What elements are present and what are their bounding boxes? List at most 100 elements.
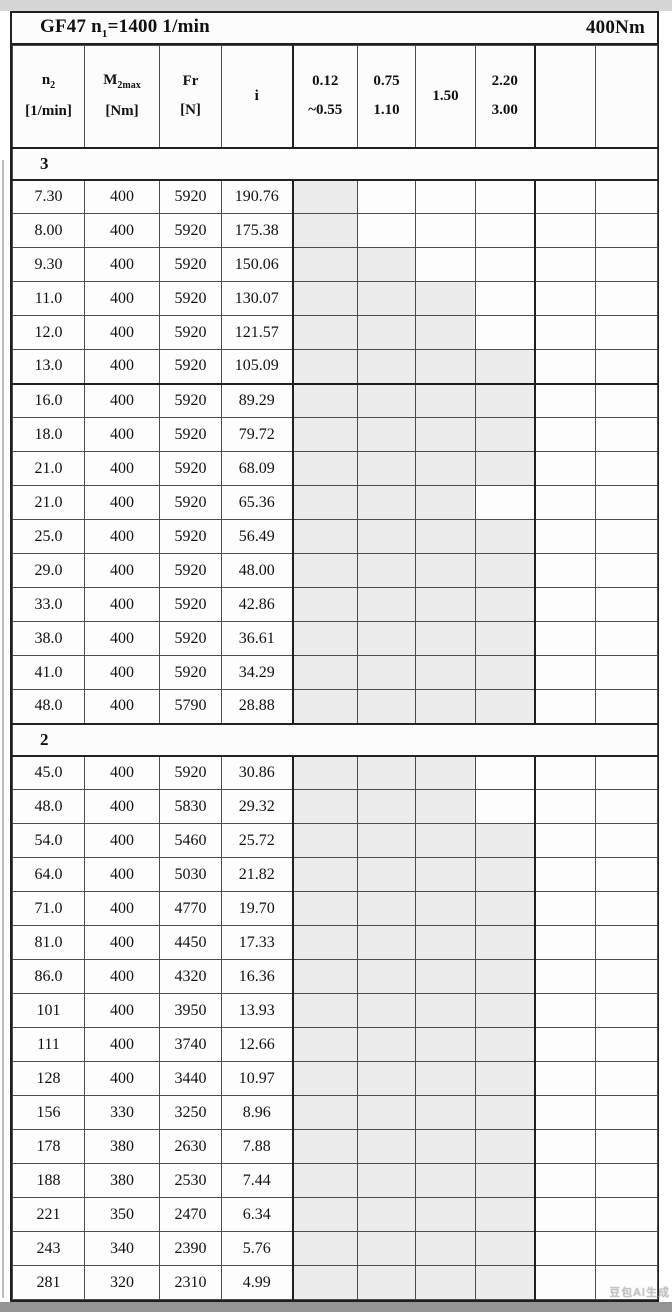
ratio-cell-empty-1 bbox=[533, 417, 596, 452]
col-header-label: i bbox=[254, 87, 259, 104]
ratio-cell-ratio-220-300 bbox=[475, 213, 535, 248]
table-row: 13.0 400 5920 105.09 bbox=[12, 349, 658, 385]
col-header-unit: ~0.55 bbox=[308, 102, 343, 119]
cell-n2: 86.0 bbox=[12, 959, 85, 994]
section-label: 2 bbox=[12, 722, 658, 757]
datasheet: GF47 n1=1400 1/min 400Nm n2 [1/min] M2max [… bbox=[10, 11, 659, 1302]
ratio-cell-empty-2 bbox=[595, 1129, 658, 1164]
cell-i: 6.34 bbox=[221, 1197, 293, 1232]
ratio-cell-ratio-150 bbox=[415, 993, 476, 1028]
ratio-cell-ratio-220-300 bbox=[475, 179, 535, 214]
table-row: 41.0 400 5920 34.29 bbox=[12, 655, 658, 690]
ratio-cell-ratio-012-055 bbox=[291, 959, 358, 994]
ratio-cell-ratio-150 bbox=[415, 1061, 476, 1096]
section-row: 3 bbox=[12, 146, 658, 181]
cell-i: 175.38 bbox=[221, 213, 293, 248]
ratio-cell-ratio-012-055 bbox=[291, 925, 358, 960]
col-header-fr: Fr [N] bbox=[159, 45, 222, 149]
cell-i: 12.66 bbox=[221, 1027, 293, 1062]
ratio-cell-ratio-150 bbox=[415, 1163, 476, 1198]
ratio-cell-ratio-075-110 bbox=[357, 993, 416, 1028]
cell-n2: 178 bbox=[12, 1129, 85, 1164]
ratio-cell-ratio-012-055 bbox=[291, 587, 358, 622]
cell-n2: 48.0 bbox=[12, 789, 85, 824]
table-row: 156 330 3250 8.96 bbox=[12, 1095, 658, 1130]
ratio-cell-empty-1 bbox=[533, 519, 596, 554]
cell-m2max: 340 bbox=[84, 1231, 160, 1266]
cell-m2max: 400 bbox=[84, 179, 160, 214]
cell-m2max: 400 bbox=[84, 993, 160, 1028]
ratio-cell-ratio-012-055 bbox=[291, 1095, 358, 1130]
cell-n2: 101 bbox=[12, 993, 85, 1028]
ratio-cell-ratio-012-055 bbox=[291, 1265, 358, 1300]
ratio-cell-ratio-220-300 bbox=[475, 755, 535, 790]
ratio-cell-empty-1 bbox=[533, 553, 596, 588]
cell-i: 42.86 bbox=[221, 587, 293, 622]
cell-fr: 5920 bbox=[159, 281, 222, 316]
ratio-cell-ratio-150 bbox=[415, 1027, 476, 1062]
ratio-cell-ratio-075-110 bbox=[357, 417, 416, 452]
table-row: 7.30 400 5920 190.76 bbox=[12, 179, 658, 214]
cell-m2max: 400 bbox=[84, 247, 160, 282]
ratio-cell-empty-1 bbox=[533, 755, 596, 790]
cell-n2: 33.0 bbox=[12, 587, 85, 622]
ratio-cell-empty-2 bbox=[595, 1027, 658, 1062]
ratio-cell-ratio-012-055 bbox=[291, 485, 358, 520]
ratio-cell-ratio-220-300 bbox=[475, 925, 535, 960]
ai-watermark: 豆包AI生成 bbox=[609, 1286, 670, 1299]
cell-fr: 4770 bbox=[159, 891, 222, 926]
cell-fr: 5830 bbox=[159, 789, 222, 824]
ratio-cell-ratio-012-055 bbox=[291, 553, 358, 588]
ratio-cell-empty-2 bbox=[595, 959, 658, 994]
cell-fr: 5920 bbox=[159, 383, 222, 418]
ratio-cell-empty-1 bbox=[533, 621, 596, 656]
ratio-cell-empty-2 bbox=[595, 823, 658, 858]
cell-m2max: 400 bbox=[84, 789, 160, 824]
table-row: 64.0 400 5030 21.82 bbox=[12, 857, 658, 892]
cell-i: 16.36 bbox=[221, 959, 293, 994]
ratio-cell-empty-1 bbox=[533, 1027, 596, 1062]
ratio-cell-empty-2 bbox=[595, 281, 658, 316]
cell-fr: 5790 bbox=[159, 689, 222, 724]
cell-m2max: 400 bbox=[84, 1061, 160, 1096]
table-row: 128 400 3440 10.97 bbox=[12, 1061, 658, 1096]
cell-n2: 38.0 bbox=[12, 621, 85, 656]
cell-i: 105.09 bbox=[221, 349, 293, 385]
ratio-cell-empty-2 bbox=[595, 755, 658, 790]
ratio-cell-ratio-220-300 bbox=[475, 1061, 535, 1096]
ratio-cell-empty-2 bbox=[595, 1095, 658, 1130]
table-row: 45.0 400 5920 30.86 bbox=[12, 755, 658, 790]
ratio-cell-ratio-012-055 bbox=[291, 1129, 358, 1164]
ratio-cell-ratio-150 bbox=[415, 1265, 476, 1300]
cell-i: 21.82 bbox=[221, 857, 293, 892]
table-row: 11.0 400 5920 130.07 bbox=[12, 281, 658, 316]
cell-fr: 5920 bbox=[159, 485, 222, 520]
ratio-cell-empty-2 bbox=[595, 1061, 658, 1096]
ratio-cell-empty-2 bbox=[595, 925, 658, 960]
ratio-cell-ratio-075-110 bbox=[357, 959, 416, 994]
cell-m2max: 400 bbox=[84, 689, 160, 724]
cell-n2: 29.0 bbox=[12, 553, 85, 588]
ratio-cell-ratio-150 bbox=[415, 587, 476, 622]
ratio-cell-empty-2 bbox=[595, 891, 658, 926]
cell-m2max: 400 bbox=[84, 655, 160, 690]
cell-n2: 156 bbox=[12, 1095, 85, 1130]
cell-n2: 188 bbox=[12, 1163, 85, 1198]
table-row: 38.0 400 5920 36.61 bbox=[12, 621, 658, 656]
cell-m2max: 400 bbox=[84, 925, 160, 960]
col-header-ratio-150: 1.50 bbox=[415, 45, 476, 149]
title-subscript: 1 bbox=[101, 27, 108, 40]
ratio-cell-empty-2 bbox=[595, 451, 658, 486]
cell-i: 48.00 bbox=[221, 553, 293, 588]
ratio-cell-ratio-075-110 bbox=[357, 1265, 416, 1300]
table-row: 29.0 400 5920 48.00 bbox=[12, 553, 658, 588]
ratio-cell-ratio-075-110 bbox=[357, 755, 416, 790]
ratio-cell-ratio-220-300 bbox=[475, 1095, 535, 1130]
ratio-cell-empty-1 bbox=[533, 179, 596, 214]
ratio-cell-ratio-075-110 bbox=[357, 857, 416, 892]
cell-n2: 21.0 bbox=[12, 485, 85, 520]
cell-i: 7.88 bbox=[221, 1129, 293, 1164]
ratio-cell-ratio-150 bbox=[415, 1095, 476, 1130]
ratio-cell-ratio-075-110 bbox=[357, 587, 416, 622]
cell-fr: 5920 bbox=[159, 755, 222, 790]
